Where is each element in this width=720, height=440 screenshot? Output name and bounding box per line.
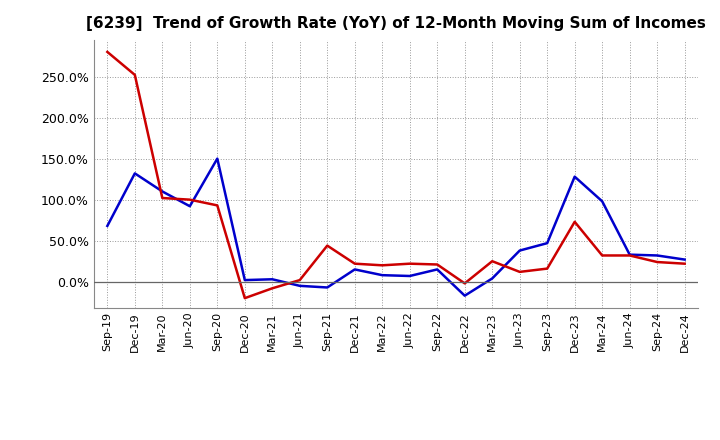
Ordinary Income Growth Rate: [268, 277, 276, 282]
Ordinary Income Growth Rate: [570, 174, 579, 180]
Ordinary Income Growth Rate: [186, 204, 194, 209]
Ordinary Income Growth Rate: [378, 272, 387, 278]
Net Income Growth Rate: [570, 219, 579, 224]
Ordinary Income Growth Rate: [488, 276, 497, 281]
Ordinary Income Growth Rate: [103, 223, 112, 228]
Net Income Growth Rate: [378, 263, 387, 268]
Net Income Growth Rate: [103, 49, 112, 55]
Net Income Growth Rate: [680, 261, 689, 266]
Net Income Growth Rate: [240, 296, 249, 301]
Title: [6239]  Trend of Growth Rate (YoY) of 12-Month Moving Sum of Incomes: [6239] Trend of Growth Rate (YoY) of 12-…: [86, 16, 706, 32]
Ordinary Income Growth Rate: [351, 267, 359, 272]
Net Income Growth Rate: [598, 253, 606, 258]
Ordinary Income Growth Rate: [653, 253, 662, 258]
Ordinary Income Growth Rate: [433, 267, 441, 272]
Ordinary Income Growth Rate: [405, 273, 414, 279]
Ordinary Income Growth Rate: [460, 293, 469, 298]
Ordinary Income Growth Rate: [680, 257, 689, 262]
Net Income Growth Rate: [213, 203, 222, 208]
Net Income Growth Rate: [626, 253, 634, 258]
Net Income Growth Rate: [186, 197, 194, 202]
Ordinary Income Growth Rate: [323, 285, 332, 290]
Net Income Growth Rate: [488, 259, 497, 264]
Net Income Growth Rate: [516, 269, 524, 275]
Net Income Growth Rate: [460, 281, 469, 286]
Net Income Growth Rate: [543, 266, 552, 271]
Net Income Growth Rate: [653, 260, 662, 265]
Net Income Growth Rate: [295, 278, 304, 283]
Line: Ordinary Income Growth Rate: Ordinary Income Growth Rate: [107, 158, 685, 296]
Ordinary Income Growth Rate: [130, 171, 139, 176]
Net Income Growth Rate: [323, 243, 332, 248]
Ordinary Income Growth Rate: [626, 252, 634, 257]
Net Income Growth Rate: [268, 286, 276, 291]
Net Income Growth Rate: [351, 261, 359, 266]
Ordinary Income Growth Rate: [240, 278, 249, 283]
Net Income Growth Rate: [130, 72, 139, 77]
Ordinary Income Growth Rate: [213, 156, 222, 161]
Net Income Growth Rate: [158, 195, 166, 201]
Line: Net Income Growth Rate: Net Income Growth Rate: [107, 52, 685, 298]
Ordinary Income Growth Rate: [295, 283, 304, 289]
Ordinary Income Growth Rate: [598, 198, 606, 204]
Ordinary Income Growth Rate: [158, 189, 166, 194]
Net Income Growth Rate: [433, 262, 441, 267]
Ordinary Income Growth Rate: [543, 241, 552, 246]
Net Income Growth Rate: [405, 261, 414, 266]
Ordinary Income Growth Rate: [516, 248, 524, 253]
